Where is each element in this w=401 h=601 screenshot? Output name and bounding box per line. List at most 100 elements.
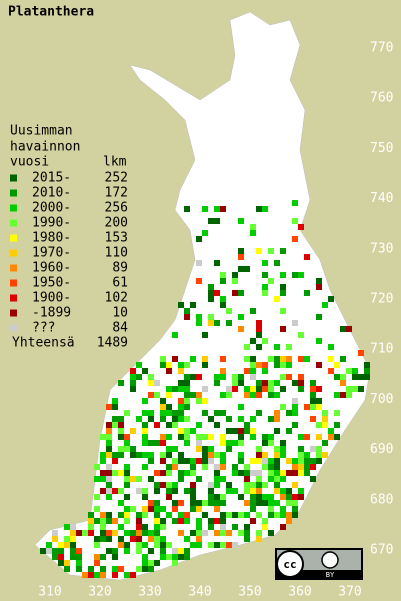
- grid-cell: [220, 356, 226, 362]
- grid-cell: [208, 314, 214, 320]
- grid-cell: [154, 518, 160, 524]
- grid-cell: [112, 416, 118, 422]
- grid-cell: [268, 434, 274, 440]
- grid-cell: [70, 536, 76, 542]
- grid-cell: [238, 380, 244, 386]
- grid-cell: [130, 374, 136, 380]
- grid-cell: [196, 236, 202, 242]
- grid-cell: [100, 536, 106, 542]
- grid-cell: [178, 368, 184, 374]
- grid-cell: [142, 428, 148, 434]
- grid-cell: [328, 428, 334, 434]
- grid-cell: [262, 260, 268, 266]
- grid-cell: [214, 260, 220, 266]
- grid-cell: [94, 542, 100, 548]
- grid-cell: [136, 512, 142, 518]
- grid-cell: [220, 518, 226, 524]
- grid-cell: [208, 296, 214, 302]
- grid-cell: [304, 470, 310, 476]
- grid-cell: [298, 434, 304, 440]
- grid-cell: [190, 482, 196, 488]
- grid-cell: [172, 506, 178, 512]
- y-axis-label: 700: [370, 392, 393, 407]
- grid-cell: [262, 362, 268, 368]
- grid-cell: [214, 542, 220, 548]
- grid-cell: [172, 422, 178, 428]
- y-axis-label: 710: [370, 342, 393, 357]
- grid-cell: [82, 530, 88, 536]
- grid-cell: [172, 332, 178, 338]
- grid-cell: [58, 548, 64, 554]
- grid-cell: [208, 434, 214, 440]
- grid-cell: [262, 434, 268, 440]
- grid-cell: [202, 410, 208, 416]
- grid-cell: [214, 482, 220, 488]
- grid-cell: [232, 512, 238, 518]
- grid-cell: [148, 536, 154, 542]
- grid-cell: [106, 482, 112, 488]
- grid-cell: [220, 434, 226, 440]
- grid-cell: [250, 368, 256, 374]
- grid-cell: [268, 476, 274, 482]
- grid-cell: [244, 386, 250, 392]
- grid-cell: [256, 494, 262, 500]
- grid-cell: [232, 380, 238, 386]
- grid-cell: [262, 386, 268, 392]
- cc-logo: [276, 550, 304, 578]
- cells: [40, 200, 370, 578]
- grid-cell: [172, 488, 178, 494]
- grid-cell: [262, 482, 268, 488]
- grid-cell: [292, 404, 298, 410]
- grid-cell: [142, 560, 148, 566]
- grid-cell: [232, 542, 238, 548]
- grid-cell: [154, 536, 160, 542]
- y-axis-label: 760: [370, 91, 393, 106]
- grid-cell: [280, 488, 286, 494]
- grid-cell: [250, 392, 256, 398]
- grid-cell: [310, 386, 316, 392]
- grid-cell: [214, 380, 220, 386]
- legend-count: 61: [112, 276, 128, 291]
- grid-cell: [268, 416, 274, 422]
- grid-cell: [202, 458, 208, 464]
- legend-label: -1899: [32, 306, 71, 321]
- grid-cell: [70, 524, 76, 530]
- grid-cell: [274, 260, 280, 266]
- grid-cell: [208, 542, 214, 548]
- grid-cell: [148, 548, 154, 554]
- grid-cell: [364, 362, 370, 368]
- grid-cell: [184, 308, 190, 314]
- grid-cell: [304, 356, 310, 362]
- grid-cell: [76, 566, 82, 572]
- grid-cell: [172, 554, 178, 560]
- grid-cell: [250, 428, 256, 434]
- grid-cell: [70, 542, 76, 548]
- grid-cell: [238, 290, 244, 296]
- grid-cell: [334, 374, 340, 380]
- grid-cell: [286, 488, 292, 494]
- grid-cell: [118, 446, 124, 452]
- grid-cell: [268, 512, 274, 518]
- grid-cell: [160, 404, 166, 410]
- y-axis-label: 690: [370, 442, 393, 457]
- grid-cell: [112, 572, 118, 578]
- grid-cell: [166, 452, 172, 458]
- grid-cell: [160, 398, 166, 404]
- grid-cell: [238, 266, 244, 272]
- grid-cell: [208, 446, 214, 452]
- grid-cell: [154, 470, 160, 476]
- grid-cell: [94, 560, 100, 566]
- grid-cell: [220, 410, 226, 416]
- grid-cell: [292, 320, 298, 326]
- grid-cell: [172, 458, 178, 464]
- grid-cell: [160, 542, 166, 548]
- grid-cell: [166, 482, 172, 488]
- grid-cell: [136, 476, 142, 482]
- grid-cell: [256, 446, 262, 452]
- grid-cell: [184, 548, 190, 554]
- grid-cell: [220, 464, 226, 470]
- x-axis-label: 360: [288, 585, 311, 600]
- grid-cell: [76, 560, 82, 566]
- grid-cell: [250, 338, 256, 344]
- y-axis-label: 680: [370, 492, 393, 507]
